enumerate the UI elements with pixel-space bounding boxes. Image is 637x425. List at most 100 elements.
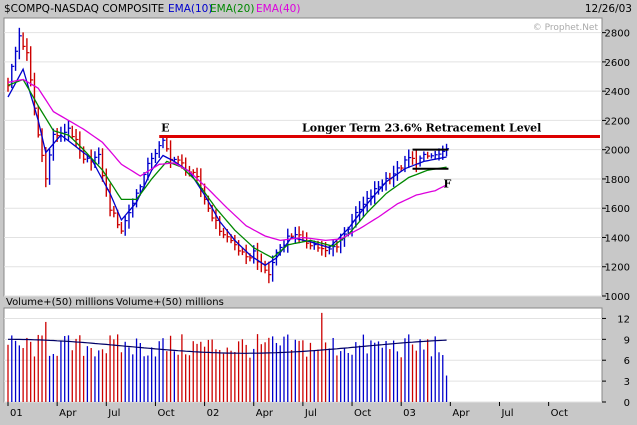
price-bar xyxy=(215,209,219,230)
price-bar xyxy=(147,157,151,181)
price-bar xyxy=(234,234,238,251)
price-bar xyxy=(245,244,249,265)
price-tick-label: 1200 xyxy=(605,263,630,274)
x-tick-label: Jul xyxy=(107,408,120,419)
chart-date: 12/26/03 xyxy=(585,3,632,15)
price-bars xyxy=(7,27,450,284)
price-axis: 1000 1200 1400 1600 1800 2000 2200 2400 2600 2800 xyxy=(602,29,630,303)
price-bar xyxy=(48,149,53,185)
volume-bars xyxy=(7,312,448,402)
price-bar xyxy=(377,181,382,195)
price-bar xyxy=(67,119,71,141)
price-bar xyxy=(358,201,363,221)
price-bar xyxy=(29,46,34,87)
ema-lines xyxy=(7,67,447,267)
ema40-legend: EMA(40) xyxy=(256,3,300,15)
x-tick-label: Oct xyxy=(157,408,174,419)
price-bar xyxy=(355,206,359,228)
point-e-label: E xyxy=(161,122,169,135)
ema-line-ema10 xyxy=(7,67,447,267)
volume-axis: 0 3 6 9 12 xyxy=(602,314,630,409)
price-bar xyxy=(426,151,431,159)
price-bar xyxy=(109,183,113,217)
volume-tick-label: 0 xyxy=(624,398,630,409)
price-bar xyxy=(241,247,245,256)
price-bar xyxy=(22,32,26,50)
price-bar xyxy=(298,226,302,244)
point-f-label: F xyxy=(444,178,452,191)
ema-line-ema40 xyxy=(7,78,447,242)
price-bar xyxy=(237,240,242,256)
price-tick-label: 1800 xyxy=(605,175,630,186)
price-tick-label: 2000 xyxy=(605,146,630,157)
price-bar xyxy=(411,151,416,165)
consolidation-channel xyxy=(412,148,449,170)
price-tick-label: 2600 xyxy=(605,58,630,69)
price-bar xyxy=(313,240,317,250)
price-bar xyxy=(366,190,370,212)
x-tick-label: Jul xyxy=(500,408,513,419)
price-bar xyxy=(18,27,22,60)
volume-average-line xyxy=(8,338,447,354)
chart-title: $COMPQ-NASDAQ COMPOSITE xyxy=(4,3,164,15)
price-bar xyxy=(124,215,128,236)
price-bar xyxy=(71,125,75,139)
ema-line-ema20 xyxy=(7,78,447,259)
price-bar xyxy=(294,226,298,244)
price-bar xyxy=(423,151,427,162)
volume-title-1: Volume+(50) millions xyxy=(6,297,114,308)
x-tick-label: 01 xyxy=(10,408,23,419)
price-bar xyxy=(166,137,170,152)
price-bar xyxy=(162,137,166,149)
price-bar xyxy=(98,147,102,165)
x-axis: 01 Apr Jul Oct 02 Apr Jul Oct 03 Apr Jul Oct xyxy=(7,402,568,419)
price-tick-label: 1600 xyxy=(605,204,630,215)
x-tick-label: Apr xyxy=(256,408,274,419)
price-bar xyxy=(113,206,117,218)
price-bar xyxy=(362,196,366,218)
x-tick-label: Oct xyxy=(354,408,371,419)
price-panel xyxy=(3,17,603,297)
volume-tick-label: 9 xyxy=(624,335,630,346)
x-tick-label: 03 xyxy=(403,408,416,419)
price-bar xyxy=(268,261,272,284)
price-bar xyxy=(154,148,158,164)
price-tick-label: 2200 xyxy=(605,116,630,127)
price-bar xyxy=(14,46,19,71)
price-bar xyxy=(408,149,412,169)
volume-tick-label: 3 xyxy=(624,377,630,388)
price-bar xyxy=(101,148,106,182)
price-bar xyxy=(419,155,423,167)
price-bar xyxy=(26,38,30,61)
price-bar xyxy=(400,165,404,171)
price-bar xyxy=(328,245,332,255)
price-bar xyxy=(135,189,140,208)
x-tick-label: Oct xyxy=(551,408,568,419)
watermark: © Prophet.Net xyxy=(533,23,599,33)
price-grid xyxy=(4,32,602,297)
price-bar xyxy=(132,198,136,218)
price-bar xyxy=(75,129,79,148)
price-bar xyxy=(128,204,132,229)
price-tick-label: 2400 xyxy=(605,87,630,98)
price-bar xyxy=(222,227,226,239)
price-tick-label: 1000 xyxy=(605,292,630,303)
price-bar xyxy=(309,239,313,250)
volume-title-2: Volume+(50) millions xyxy=(116,297,224,308)
price-bar xyxy=(264,260,268,274)
price-bar xyxy=(374,181,378,204)
ema10-legend: EMA(10) xyxy=(168,3,212,15)
x-tick-label: 02 xyxy=(207,408,220,419)
ema20-legend: EMA(20) xyxy=(210,3,254,15)
price-tick-label: 1400 xyxy=(605,233,630,244)
price-bar xyxy=(396,161,400,181)
resistance-label: Longer Term 23.6% Retracement Level xyxy=(302,122,541,135)
volume-tick-label: 6 xyxy=(624,356,630,367)
price-bar xyxy=(287,228,291,253)
price-bar xyxy=(45,147,49,188)
price-bar xyxy=(219,216,223,236)
volume-tick-label: 12 xyxy=(617,314,630,325)
price-bar xyxy=(430,153,434,159)
